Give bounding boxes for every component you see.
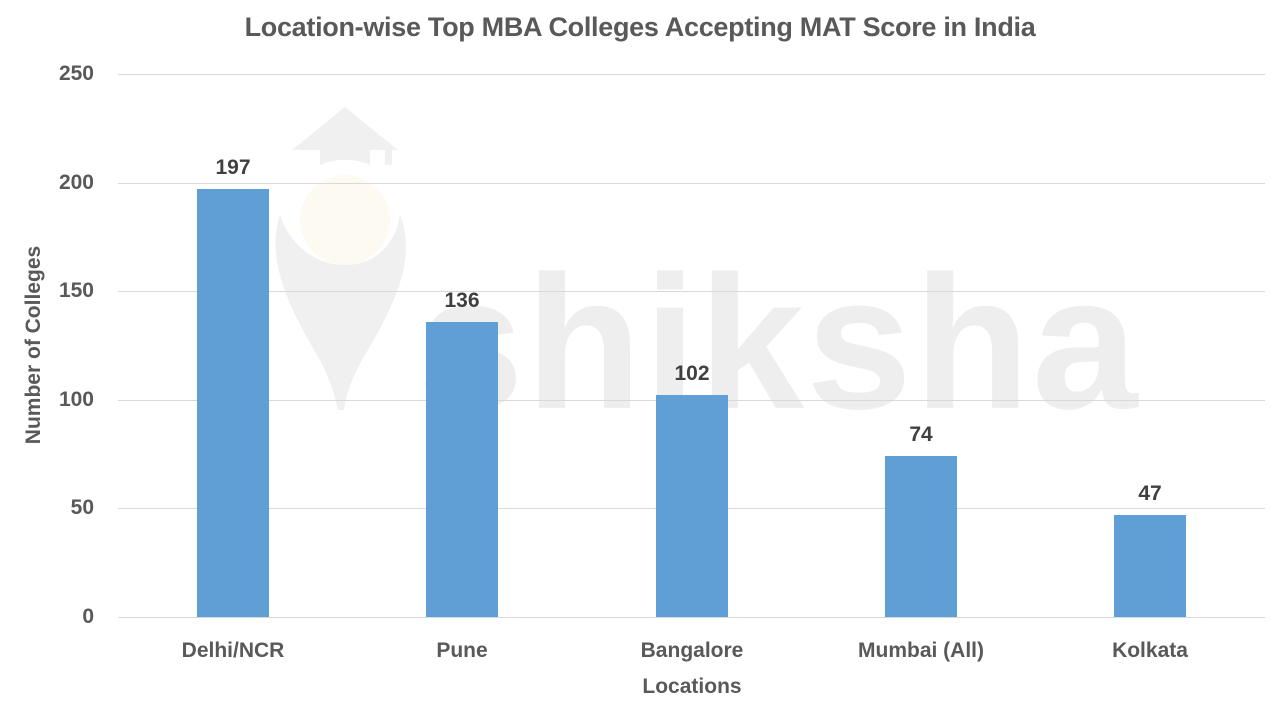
x-tick-label: Bangalore bbox=[640, 639, 744, 662]
bar-data-label: 197 bbox=[215, 156, 251, 179]
y-axis-title: Number of Colleges bbox=[22, 245, 45, 445]
watermark-text: shiksha bbox=[418, 237, 1140, 449]
y-tick-label: 150 bbox=[58, 279, 94, 302]
bar-data-label: 74 bbox=[909, 423, 933, 446]
bar bbox=[885, 456, 957, 617]
y-tick-label: 200 bbox=[58, 171, 94, 194]
y-tick-label: 0 bbox=[82, 605, 94, 628]
bar-data-label: 102 bbox=[674, 362, 710, 385]
x-tick-label: Kolkata bbox=[1112, 639, 1188, 662]
x-tick-label: Mumbai (All) bbox=[858, 639, 984, 662]
x-axis-title: Locations bbox=[642, 675, 742, 698]
bar-data-label: 136 bbox=[444, 289, 480, 312]
x-tick-label: Pune bbox=[436, 639, 488, 662]
gridline bbox=[118, 617, 1265, 618]
bar bbox=[1114, 515, 1186, 617]
y-tick-label: 100 bbox=[58, 388, 94, 411]
y-tick-label: 250 bbox=[58, 62, 94, 85]
bar bbox=[426, 322, 498, 617]
gridline bbox=[118, 74, 1265, 75]
gridline bbox=[118, 183, 1265, 184]
chart-title: Location-wise Top MBA Colleges Accepting… bbox=[244, 12, 1036, 42]
bar bbox=[197, 189, 269, 617]
gridline bbox=[118, 291, 1265, 292]
graduation-cap-lightbulb-icon bbox=[275, 107, 406, 410]
x-tick-label: Delhi/NCR bbox=[181, 639, 285, 662]
y-tick-label: 50 bbox=[70, 496, 94, 519]
bar-data-label: 47 bbox=[1138, 482, 1162, 505]
bar bbox=[656, 395, 728, 617]
